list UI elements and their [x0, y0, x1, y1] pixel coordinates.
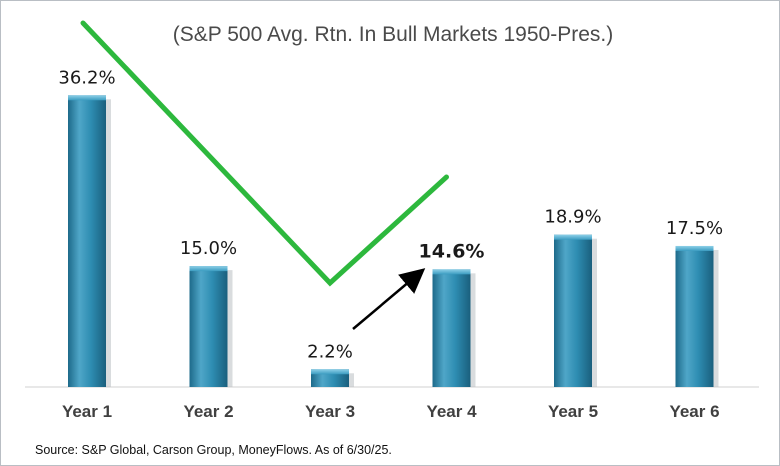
x-tick-label-year-2: Year 2 — [183, 402, 233, 421]
value-labels-group: 36.2% 15.0% 2.2% 14.6% 18.9% 17.5% — [58, 67, 723, 362]
bar-cap-year-2 — [189, 266, 228, 272]
source-note: Source: S&P Global, Carson Group, MoneyF… — [35, 443, 392, 457]
x-tick-label-year-4: Year 4 — [426, 402, 477, 421]
bar-year-6 — [675, 245, 714, 387]
bar-cap-year-5 — [554, 234, 592, 240]
trend-line — [80, 20, 449, 287]
value-label-year-6: 17.5% — [666, 218, 723, 239]
x-tick-label-year-1: Year 1 — [62, 402, 112, 421]
tick-labels-group: Year 1 Year 2 Year 3 Year 4 Year 5 Year 6 — [62, 402, 720, 421]
value-label-year-2: 15.0% — [180, 238, 237, 259]
year3-to-year4-arrow — [352, 268, 426, 330]
bar-year-5 — [554, 234, 592, 387]
bar-year-2 — [189, 266, 228, 387]
bar-year-4 — [432, 269, 471, 387]
bar-cap-year-3 — [311, 369, 349, 375]
value-label-year-1: 36.2% — [58, 67, 115, 88]
value-label-year-3: 2.2% — [307, 341, 353, 362]
bar-cap-year-4 — [432, 269, 471, 275]
x-tick-label-year-3: Year 3 — [305, 402, 355, 421]
value-label-year-5: 18.9% — [544, 207, 601, 228]
chart-title: (S&P 500 Avg. Rtn. In Bull Markets 1950-… — [173, 23, 613, 46]
bars-group — [68, 95, 719, 387]
x-tick-label-year-5: Year 5 — [548, 402, 598, 421]
bar-year-1 — [68, 95, 106, 387]
value-label-year-4: 14.6% — [419, 240, 485, 262]
x-tick-label-year-6: Year 6 — [669, 402, 719, 421]
bar-cap-year-1 — [68, 95, 106, 101]
bar-cap-year-6 — [675, 245, 714, 251]
